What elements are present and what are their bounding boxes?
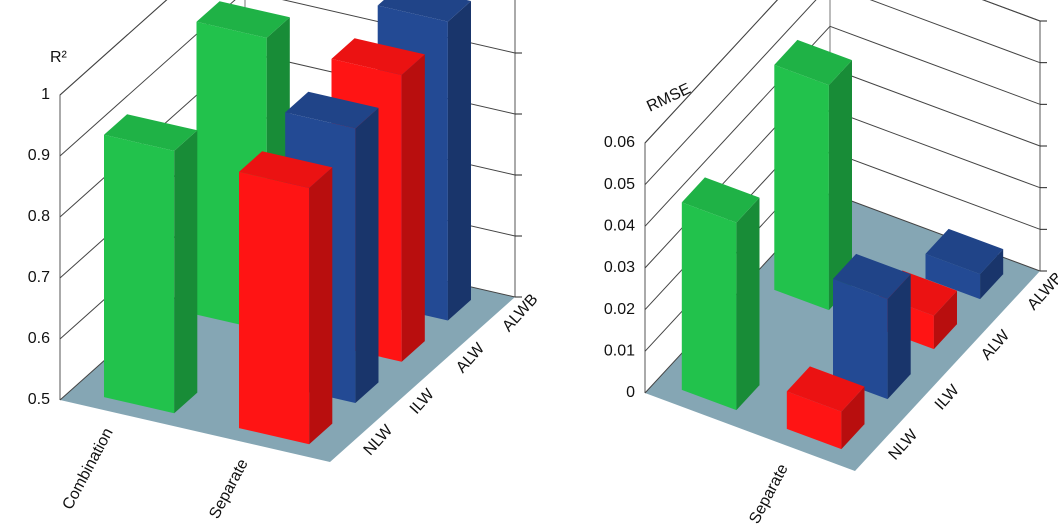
y-tick-label: 0.8 <box>28 208 50 225</box>
bar-top <box>377 0 471 22</box>
bar-side <box>736 197 760 411</box>
bar3d-chart: 0.50.60.70.80.91R²NLWILWALWALWBCombinati… <box>28 0 542 522</box>
bar-side <box>355 107 379 404</box>
bar-top <box>285 91 379 129</box>
bar-top <box>925 228 1004 275</box>
x-tick-label: Combination <box>60 425 117 512</box>
bar-top <box>331 38 425 75</box>
bar-side <box>174 130 198 414</box>
y-tick-label: 0.04 <box>604 218 635 235</box>
bar-front <box>925 253 981 300</box>
y-tick-label: 0.5 <box>28 391 50 408</box>
bar <box>833 253 911 400</box>
bar-side <box>887 274 911 400</box>
y-tick-label: 0.02 <box>604 301 635 318</box>
x-tick-label: Separate <box>746 461 792 526</box>
y-tick-label: 0.7 <box>28 269 50 286</box>
bar-top <box>833 253 911 300</box>
bar-side <box>933 290 957 350</box>
depth-label: ILW <box>932 381 963 413</box>
bar3d-chart: 00.010.020.030.040.050.06RMSENLWILWALWAL… <box>604 0 1058 526</box>
grid-line <box>644 0 1041 144</box>
bar-side <box>841 386 865 450</box>
wall-edge <box>59 0 516 400</box>
bar-side <box>309 167 333 445</box>
bar-front <box>104 134 175 414</box>
bar <box>774 39 852 311</box>
y-tick-label: 0.05 <box>604 176 635 193</box>
bar-front <box>786 391 842 450</box>
bar-front <box>774 64 829 311</box>
bar <box>925 228 1004 300</box>
bar-top <box>239 151 333 188</box>
bar-side <box>828 60 852 311</box>
bar <box>104 114 198 414</box>
bar-side <box>401 54 425 362</box>
bar-side <box>980 249 1004 300</box>
bar-front <box>681 202 737 411</box>
y-tick-label: 0.01 <box>604 343 635 360</box>
y-tick-label: 0.03 <box>604 259 635 276</box>
bar <box>681 177 760 411</box>
y-tick-label: 1 <box>41 86 50 103</box>
bar-top <box>104 114 198 151</box>
y-tick-label: 0.6 <box>28 330 50 347</box>
bar-top <box>786 366 865 412</box>
depth-label: ILW <box>407 385 438 417</box>
bar-side <box>447 1 471 321</box>
bar-top <box>196 1 290 38</box>
y-tick-label: 0.06 <box>604 134 635 151</box>
bar-top <box>681 177 760 223</box>
x-tick-label: Separate <box>206 456 252 521</box>
y-tick-label: 0.9 <box>28 147 50 164</box>
bar-front <box>239 171 310 445</box>
grid-line <box>644 25 1041 227</box>
y-axis-title: R² <box>50 49 68 66</box>
y-axis-title: RMSE <box>644 81 693 116</box>
bar <box>239 151 333 445</box>
grid-line <box>644 0 1041 186</box>
y-tick-label: 0 <box>626 384 635 401</box>
bar-front <box>833 278 888 400</box>
grid-line <box>59 0 168 96</box>
bar <box>786 366 865 450</box>
bar-top <box>774 39 852 86</box>
